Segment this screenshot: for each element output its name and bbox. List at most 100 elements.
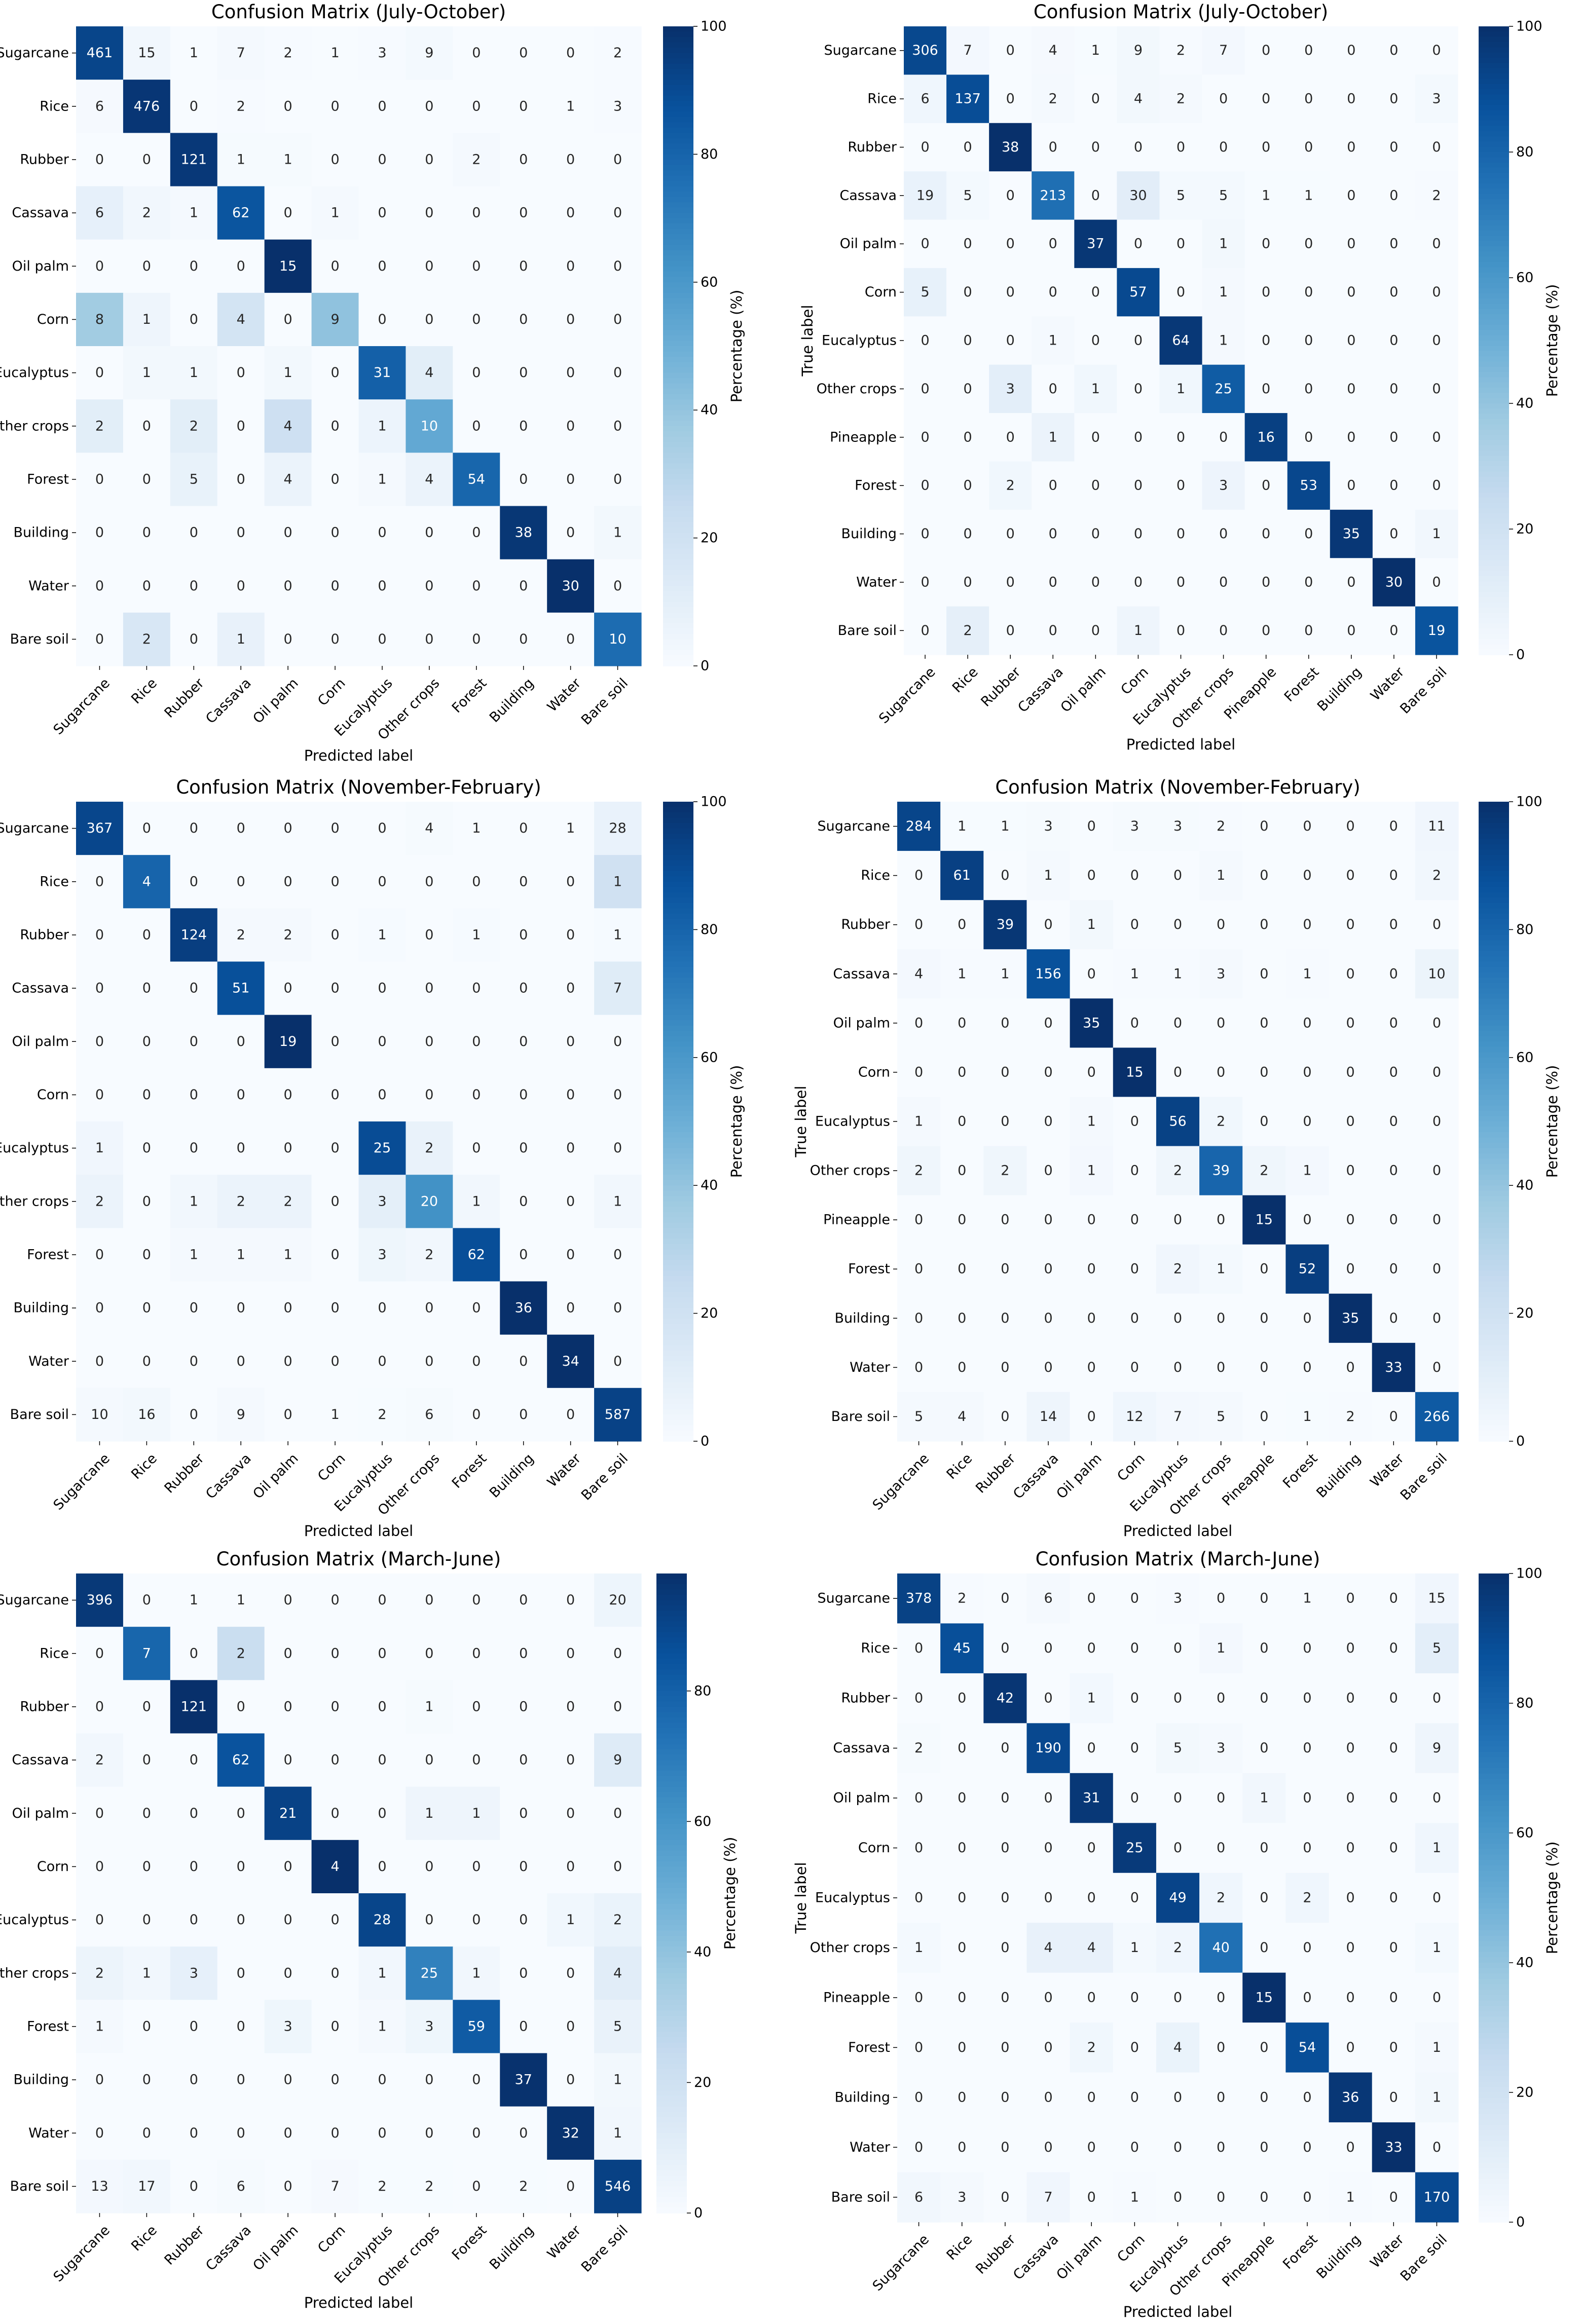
heatmap-cell	[500, 399, 547, 453]
heatmap-cell	[123, 1946, 171, 2000]
cell-value: 0	[1260, 868, 1268, 883]
colorbar-segment	[663, 1287, 693, 1293]
colorbar-segment	[1479, 1430, 1509, 1437]
cell-value: 0	[1001, 1015, 1009, 1031]
heatmap-cell	[170, 2106, 218, 2160]
heatmap-cell	[1159, 26, 1203, 75]
colorbar-segment	[663, 1239, 693, 1245]
cell-value: 6	[921, 91, 929, 107]
y-tick-label: Eucalyptus	[0, 365, 69, 381]
heatmap-cell	[1117, 316, 1160, 365]
cell-value: 0	[1219, 526, 1228, 542]
heatmap-cell	[1026, 1923, 1071, 1973]
cell-value: 0	[1346, 917, 1355, 932]
cell-value: 0	[190, 1354, 198, 1369]
heatmap-cell	[1372, 1723, 1416, 1774]
colorbar-segment	[663, 1313, 693, 1319]
colorbar-segment	[663, 1222, 693, 1229]
colorbar-segment	[663, 881, 693, 888]
colorbar-segment	[1479, 256, 1509, 263]
heatmap-cell	[1372, 2072, 1416, 2123]
cell-value: 0	[1217, 2140, 1225, 2155]
colorbar-segment	[663, 415, 693, 422]
cell-value: 266	[1424, 1409, 1450, 1425]
colorbar-segment	[663, 122, 693, 128]
heatmap-cell	[264, 2000, 312, 2054]
cell-value: 0	[1087, 2140, 1096, 2155]
cell-value: 0	[1049, 574, 1057, 590]
heatmap-cell	[500, 1680, 547, 1734]
cell-value: 0	[1130, 1790, 1139, 1806]
colorbar-segment	[663, 607, 693, 613]
colorbar-segment	[1479, 314, 1509, 320]
cell-value: 0	[1130, 1640, 1139, 1656]
cell-value: 28	[374, 1912, 391, 1928]
cell-value: 45	[953, 1640, 971, 1656]
colorbar-segment	[663, 887, 693, 893]
colorbar-segment	[656, 1978, 687, 1984]
cell-value: 0	[958, 1360, 966, 1375]
heatmap-cell	[989, 558, 1032, 607]
colorbar-segment	[663, 655, 693, 661]
heatmap-cell	[170, 1786, 218, 1841]
cell-value: 2	[519, 2179, 528, 2194]
heatmap-cell	[1199, 1623, 1243, 1674]
cell-value: 1	[142, 312, 151, 327]
cell-value: 0	[921, 429, 929, 445]
cell-value: 0	[472, 1087, 481, 1103]
heatmap-cell	[453, 399, 500, 453]
cell-value: 2	[1006, 478, 1015, 494]
colorbar-segment	[663, 42, 693, 48]
heatmap-cell	[217, 186, 265, 240]
colorbar-segment	[663, 1164, 693, 1170]
cell-value: 1	[1260, 1790, 1268, 1806]
cell-value: 1	[1044, 868, 1052, 883]
cell-value: 38	[515, 525, 532, 541]
colorbar-segment	[1479, 178, 1509, 184]
colorbar-segment	[1479, 1649, 1509, 1655]
heatmap-cell	[123, 1228, 171, 1282]
colorbar-segment	[656, 1840, 687, 1846]
heatmap-cell	[1244, 461, 1288, 510]
cell-value: 0	[95, 2072, 104, 2088]
colorbar-segment	[1479, 1801, 1509, 1807]
heatmap-cell	[1070, 900, 1114, 950]
heatmap-cell	[1329, 1773, 1373, 1823]
colorbar-segment	[656, 1946, 687, 1953]
colorbar-segment	[1479, 1795, 1509, 1801]
cell-value: 28	[609, 820, 626, 836]
cell-value: 0	[1134, 429, 1143, 445]
colorbar-segment	[1479, 892, 1509, 898]
colorbar-segment	[1479, 1244, 1509, 1250]
cell-value: 1	[1303, 1163, 1311, 1179]
cell-value: 0	[472, 631, 481, 647]
colorbar-segment	[656, 1786, 687, 1792]
heatmap-cell	[217, 1228, 265, 1282]
heatmap-cell	[940, 2072, 984, 2123]
colorbar-segment	[663, 1031, 693, 1037]
cell-value: 0	[472, 578, 481, 594]
colorbar-segment	[1479, 1143, 1509, 1149]
cell-value: 0	[425, 312, 433, 327]
colorbar-segment	[1479, 1239, 1509, 1245]
cell-value: 0	[1130, 1691, 1139, 1706]
heatmap-cell	[989, 509, 1032, 558]
cell-value: 0	[921, 333, 929, 349]
colorbar-segment	[1479, 2130, 1509, 2136]
heatmap-cell	[904, 316, 947, 365]
colorbar-segment	[656, 2165, 687, 2171]
colorbar-segment	[1479, 1196, 1509, 1202]
cell-value: 0	[1219, 139, 1228, 155]
cell-value: 0	[472, 1912, 481, 1928]
y-tick-label: Sugarcane	[0, 45, 69, 61]
colorbar-segment	[663, 197, 693, 203]
colorbar-segment	[1479, 141, 1509, 147]
colorbar-segment	[1479, 168, 1509, 174]
colorbar-segment	[663, 426, 693, 432]
colorbar-segment	[1479, 1100, 1509, 1106]
colorbar-segment	[1479, 1779, 1509, 1785]
colorbar-segment	[656, 1749, 687, 1755]
colorbar-segment	[663, 1334, 693, 1340]
colorbar-segment	[663, 1249, 693, 1255]
heatmap-cell	[1285, 1823, 1330, 1873]
